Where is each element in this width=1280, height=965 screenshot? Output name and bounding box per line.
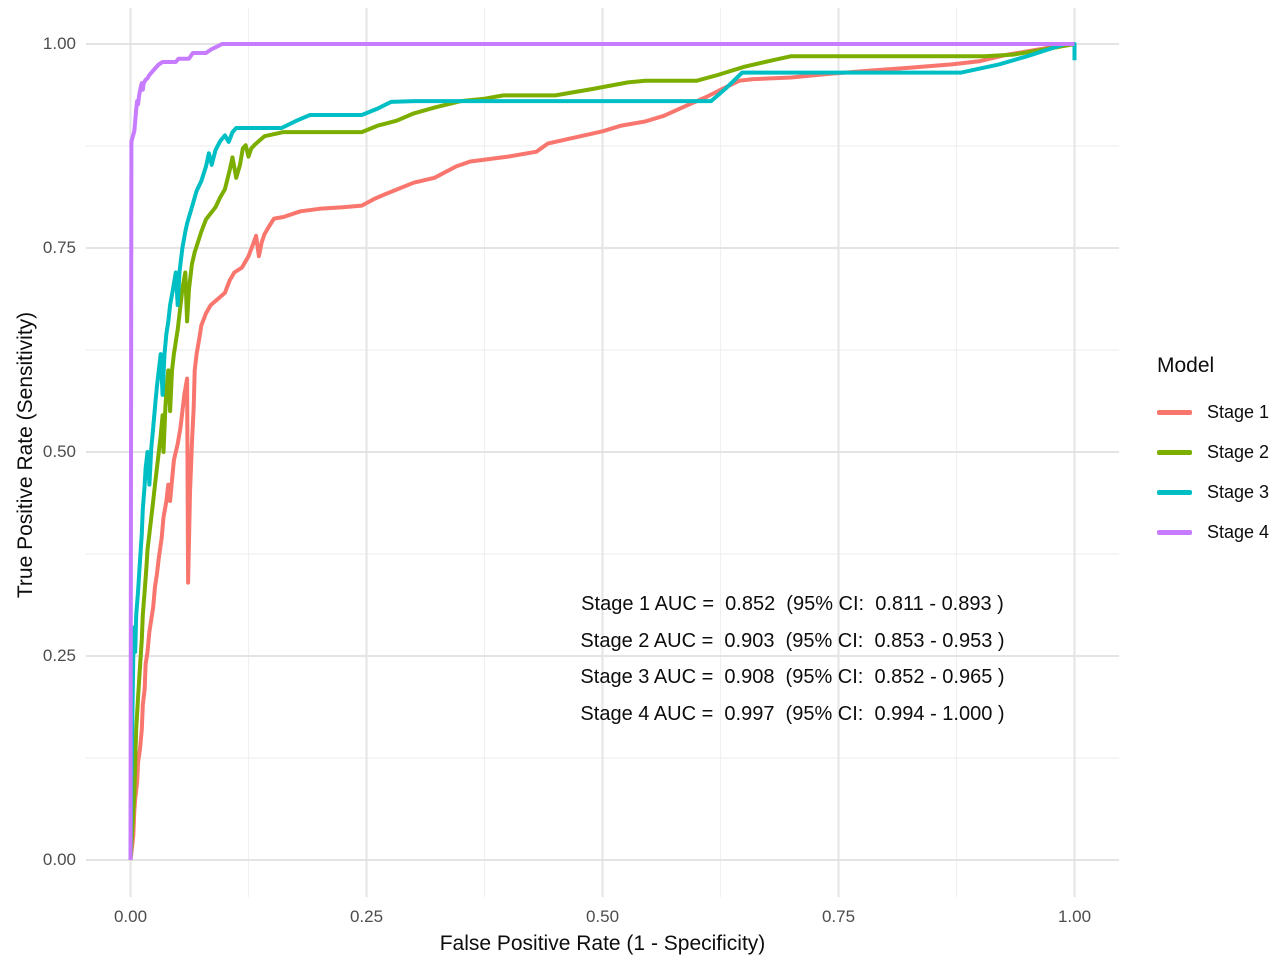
legend-item-stage-1: Stage 1 [1157, 392, 1280, 432]
auc-annotation-line: Stage 1 AUC = 0.852 (95% CI: 0.811 - 0.8… [581, 593, 1004, 615]
x-tick-label: 0.00 [113, 907, 148, 926]
roc-curve-stage-1 [128, 42, 1075, 861]
legend-item-stage-4: Stage 4 [1157, 512, 1280, 552]
roc-curve-stage-3 [128, 42, 1077, 861]
legend-key-line [1157, 489, 1192, 495]
auc-annotations: Stage 1 AUC = 0.852 (95% CI: 0.811 - 0.8… [500, 586, 1085, 732]
y-tick-label: 0.25 [42, 646, 76, 665]
y-tick-label: 1.00 [42, 34, 76, 53]
y-tick-label: 0.00 [42, 850, 76, 869]
legend-key-line [1157, 449, 1192, 455]
auc-annotation-line: Stage 4 AUC = 0.997 (95% CI: 0.994 - 1.0… [580, 702, 1005, 725]
legend-title: Model [1157, 354, 1215, 377]
legend-item-stage-3: Stage 3 [1157, 472, 1280, 512]
legend-items: Stage 1 Stage 2 Stage 3 Stage 4 [1157, 392, 1280, 552]
auc-annotation-line: Stage 2 AUC = 0.903 (95% CI: 0.853 - 0.9… [580, 629, 1005, 652]
legend-key-line [1157, 529, 1192, 535]
x-tick-label: 0.25 [349, 907, 384, 926]
roc-curve-stage-2 [128, 42, 1075, 861]
legend-item-label: Stage 3 [1207, 481, 1270, 502]
legend: Model Stage 1 Stage 2 Stage 3 Stage 4 [1157, 354, 1280, 552]
legend-item-label: Stage 2 [1207, 441, 1270, 462]
legend-key-line [1157, 409, 1192, 415]
y-tick-label: 0.75 [42, 238, 76, 257]
x-tick-label: 0.75 [821, 907, 856, 926]
x-tick-label: 1.00 [1057, 907, 1092, 926]
auc-annotation-line: Stage 3 AUC = 0.908 (95% CI: 0.852 - 0.9… [580, 666, 1005, 689]
legend-item-stage-2: Stage 2 [1157, 432, 1280, 472]
legend-item-label: Stage 1 [1207, 401, 1270, 422]
legend-item-label: Stage 4 [1207, 521, 1270, 542]
y-tick-label: 0.50 [42, 442, 76, 461]
x-tick-label: 0.50 [585, 907, 620, 926]
roc-curve-stage-4 [128, 42, 1075, 861]
x-axis-title: False Positive Rate (1 - Specificity) [439, 932, 766, 955]
